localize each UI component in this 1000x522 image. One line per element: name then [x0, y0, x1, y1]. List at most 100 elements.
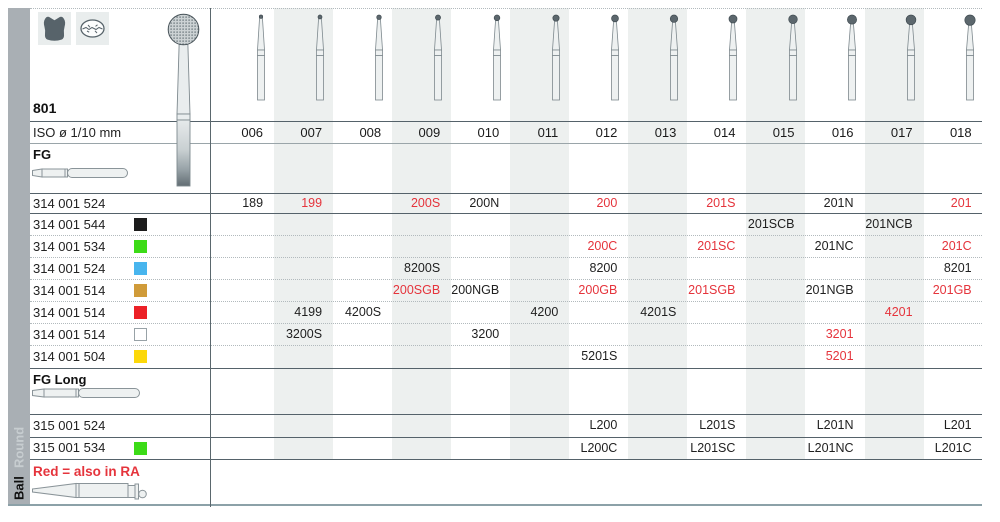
catalog-number-cell: 200C: [587, 239, 618, 253]
iso-size-header: 013: [654, 125, 677, 140]
color-square-green: [134, 240, 147, 253]
figure-number: 801: [33, 100, 57, 116]
catalog-number-cell: 200: [596, 196, 618, 210]
iso-size-header: 008: [359, 125, 382, 140]
separator: [30, 143, 982, 144]
separator: [30, 121, 982, 122]
fg-long-shank-icon: [32, 385, 144, 401]
iso-size-header: 009: [418, 125, 441, 140]
separator: [30, 213, 982, 214]
label-column-divider: [210, 8, 211, 507]
color-square-black: [134, 218, 147, 231]
catalog-number-cell: 200NGB: [451, 283, 500, 297]
bur-icon: [251, 11, 271, 101]
bur-icon: [783, 11, 803, 101]
bur-icon: [605, 11, 625, 101]
catalog-number-cell: 8200: [589, 261, 618, 275]
catalog-number-cell: 8200S: [404, 261, 441, 275]
product-code: 314 001 534: [33, 239, 106, 254]
separator: [30, 437, 982, 438]
iso-size-header: 006: [241, 125, 264, 140]
bur-icon: [310, 11, 330, 101]
catalog-number-cell: 201NCB: [865, 217, 913, 231]
bur-icon: [487, 11, 507, 101]
product-code: 314 001 514: [33, 327, 106, 342]
iso-size-header: 017: [890, 125, 913, 140]
catalog-number-cell: 200S: [410, 196, 441, 210]
catalog-number-cell: 200SGB: [392, 283, 441, 297]
catalog-number-cell: 8201: [943, 261, 972, 275]
catalog-number-cell: 3201: [825, 327, 854, 341]
catalog-number-cell: 3200S: [285, 327, 323, 341]
catalog-number-cell: 201S: [706, 196, 736, 210]
fg-long-section-label: FG Long: [33, 372, 87, 387]
bur-icon: [960, 11, 980, 101]
row-separator: [30, 301, 982, 302]
catalog-number-cell: L201NC: [807, 441, 854, 455]
color-square-gold: [134, 284, 147, 297]
side-strip: [8, 8, 30, 505]
table-bottom-border: [8, 504, 982, 506]
fg-shank-icon: [32, 165, 132, 181]
table-top-border: [30, 8, 982, 9]
catalog-number-cell: 201: [950, 196, 972, 210]
catalog-number-cell: 4199: [294, 305, 323, 319]
row-separator: [30, 257, 982, 258]
iso-diameter-label: ISO ø 1/10 mm: [33, 125, 122, 140]
row-separator: [30, 323, 982, 324]
iso-size-header: 016: [831, 125, 854, 140]
catalog-number-cell: L201C: [934, 441, 972, 455]
catalog-number-cell: L201N: [816, 418, 854, 432]
catalog-number-cell: 5201: [825, 349, 854, 363]
catalog-number-cell: 3200: [471, 327, 500, 341]
catalog-number-cell: L201S: [699, 418, 736, 432]
color-square-yellow: [134, 350, 147, 363]
crown-icon: [38, 12, 71, 45]
catalog-number-cell: L201: [943, 418, 972, 432]
fg-section-label: FG: [33, 147, 52, 162]
product-code: 314 001 524: [33, 196, 106, 211]
product-code: 315 001 534: [33, 440, 106, 455]
row-separator: [30, 235, 982, 236]
occlusal-tooth-icon: [76, 12, 109, 45]
catalog-number-cell: 201NC: [814, 239, 854, 253]
bur-icon: [428, 11, 448, 101]
product-code: 314 001 504: [33, 349, 106, 364]
product-code: 314 001 514: [33, 283, 106, 298]
ra-shank-icon: [32, 481, 150, 501]
catalog-number-cell: 200GB: [578, 283, 618, 297]
catalog-number-cell: 201NGB: [805, 283, 854, 297]
catalog-number-cell: 189: [242, 196, 264, 210]
row-separator: [30, 345, 982, 346]
iso-size-header: 018: [949, 125, 972, 140]
catalog-number-cell: 4201: [884, 305, 913, 319]
catalog-number-cell: 201C: [941, 239, 972, 253]
separator: [30, 414, 982, 415]
catalog-number-cell: 201SGB: [688, 283, 736, 297]
color-square-blue: [134, 262, 147, 275]
catalog-number-cell: L200C: [580, 441, 618, 455]
side-label-round: Round: [11, 426, 27, 468]
product-code: 314 001 514: [33, 305, 106, 320]
bur-icon: [842, 11, 862, 101]
color-square-red: [134, 306, 147, 319]
bur-icon: [664, 11, 684, 101]
iso-size-header: 007: [300, 125, 323, 140]
catalog-number-cell: 201N: [823, 196, 854, 210]
catalog-number-cell: 4200: [530, 305, 559, 319]
catalog-number-cell: L200: [589, 418, 618, 432]
iso-size-header: 012: [595, 125, 618, 140]
color-square-white: [134, 328, 147, 341]
bur-icon: [901, 11, 921, 101]
catalog-number-cell: 199: [301, 196, 323, 210]
catalog-number-cell: L201SC: [690, 441, 736, 455]
catalog-number-cell: 5201S: [581, 349, 618, 363]
catalog-number-cell: 201SC: [697, 239, 736, 253]
separator: [30, 459, 982, 460]
catalog-number-cell: 200N: [469, 196, 500, 210]
iso-size-header: 015: [772, 125, 795, 140]
red-ra-note: Red = also in RA: [33, 464, 140, 479]
color-square-green: [134, 441, 147, 455]
bur-icon: [546, 11, 566, 101]
